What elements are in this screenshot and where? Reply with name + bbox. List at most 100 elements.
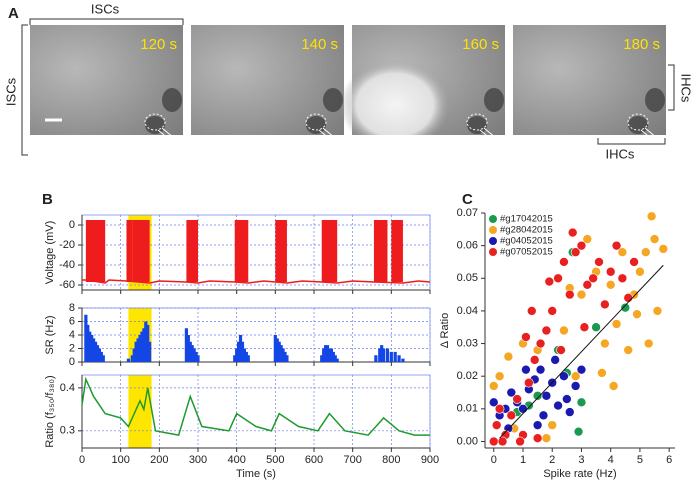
- point: [532, 420, 543, 430]
- bar: [142, 328, 146, 362]
- x-tick-label: 6: [666, 454, 672, 466]
- x-tick-label: 600: [305, 454, 323, 466]
- point: [494, 371, 505, 381]
- point: [544, 276, 555, 287]
- region-label: IHCs: [679, 74, 694, 103]
- time-label: 160 s: [462, 36, 499, 53]
- point: [608, 381, 619, 391]
- trace: [81, 376, 430, 436]
- point: [521, 332, 531, 342]
- legend-marker: [489, 215, 497, 223]
- point: [646, 211, 657, 222]
- point: [538, 410, 549, 421]
- point: [497, 436, 508, 447]
- point: [535, 364, 546, 375]
- point: [506, 410, 517, 421]
- bar: [184, 328, 188, 362]
- y-axis-label: SR (Hz): [44, 315, 56, 354]
- point: [491, 420, 502, 430]
- x-tick-label: 100: [111, 454, 129, 466]
- point: [541, 433, 552, 444]
- legend-label: #g28042015: [500, 225, 553, 236]
- point: [576, 289, 587, 300]
- point: [547, 420, 558, 430]
- trace: [82, 279, 431, 284]
- bar: [237, 341, 241, 362]
- spike-burst: [234, 220, 249, 282]
- x-tick-label: 1: [520, 454, 526, 466]
- bar: [99, 351, 103, 362]
- y-tick-label: -60: [59, 279, 75, 291]
- spike-burst: [126, 220, 133, 282]
- point: [591, 322, 601, 333]
- bar: [146, 324, 150, 362]
- point: [562, 394, 572, 404]
- y-tick-label: 0.03: [457, 337, 478, 349]
- point: [488, 381, 499, 391]
- point: [524, 377, 534, 388]
- bar: [196, 355, 200, 362]
- point: [564, 407, 575, 417]
- bar: [126, 358, 130, 362]
- x-tick-label: 700: [343, 454, 361, 466]
- point: [600, 299, 610, 310]
- point: [576, 397, 587, 408]
- point: [597, 368, 607, 378]
- legend-marker: [489, 226, 497, 234]
- point: [605, 280, 616, 290]
- bar: [132, 348, 136, 362]
- point: [605, 266, 616, 277]
- point: [532, 390, 543, 401]
- point: [521, 364, 531, 375]
- point: [652, 306, 663, 316]
- bar: [320, 355, 324, 362]
- bar: [246, 355, 250, 362]
- point: [658, 244, 669, 254]
- point: [576, 364, 587, 375]
- bar: [192, 348, 196, 362]
- point: [559, 325, 569, 336]
- point: [623, 345, 634, 355]
- x-tick-label: 0: [491, 454, 497, 466]
- y-tick-label: 0.05: [457, 272, 478, 284]
- y-tick-label: -20: [59, 239, 75, 251]
- point: [506, 387, 517, 398]
- y-tick-label: -40: [59, 259, 75, 271]
- point: [512, 394, 522, 404]
- bar: [335, 358, 339, 362]
- bar: [389, 351, 393, 362]
- region-label: ISCs: [3, 77, 18, 106]
- bar: [144, 321, 148, 362]
- point: [541, 390, 552, 401]
- x-tick-label: 900: [421, 454, 439, 466]
- y-tick-label: 0.04: [457, 305, 478, 317]
- bar: [325, 345, 330, 362]
- bar: [190, 345, 194, 362]
- bar: [281, 348, 285, 362]
- spike-burst: [391, 220, 403, 282]
- y-axis-label: Δ Ratio: [439, 313, 451, 348]
- legend-marker: [489, 248, 497, 256]
- point: [620, 302, 631, 313]
- point: [547, 306, 558, 316]
- point: [559, 257, 569, 267]
- y-tick-label: 0: [69, 219, 75, 231]
- time-label: 180 s: [623, 36, 660, 53]
- region-label: ISCs: [91, 1, 120, 16]
- point: [570, 247, 581, 257]
- bar: [273, 335, 277, 362]
- y-axis-label: Voltage (mV): [44, 221, 56, 285]
- bar: [240, 341, 245, 362]
- point: [526, 306, 537, 316]
- point: [518, 404, 528, 414]
- point: [541, 325, 552, 336]
- bar: [95, 345, 100, 362]
- x-tick-label: 200: [150, 454, 168, 466]
- legend-label: #g07052015: [500, 247, 553, 258]
- bar: [327, 348, 332, 362]
- point: [649, 234, 660, 244]
- bar: [138, 335, 142, 362]
- point: [553, 400, 563, 411]
- point: [553, 273, 563, 284]
